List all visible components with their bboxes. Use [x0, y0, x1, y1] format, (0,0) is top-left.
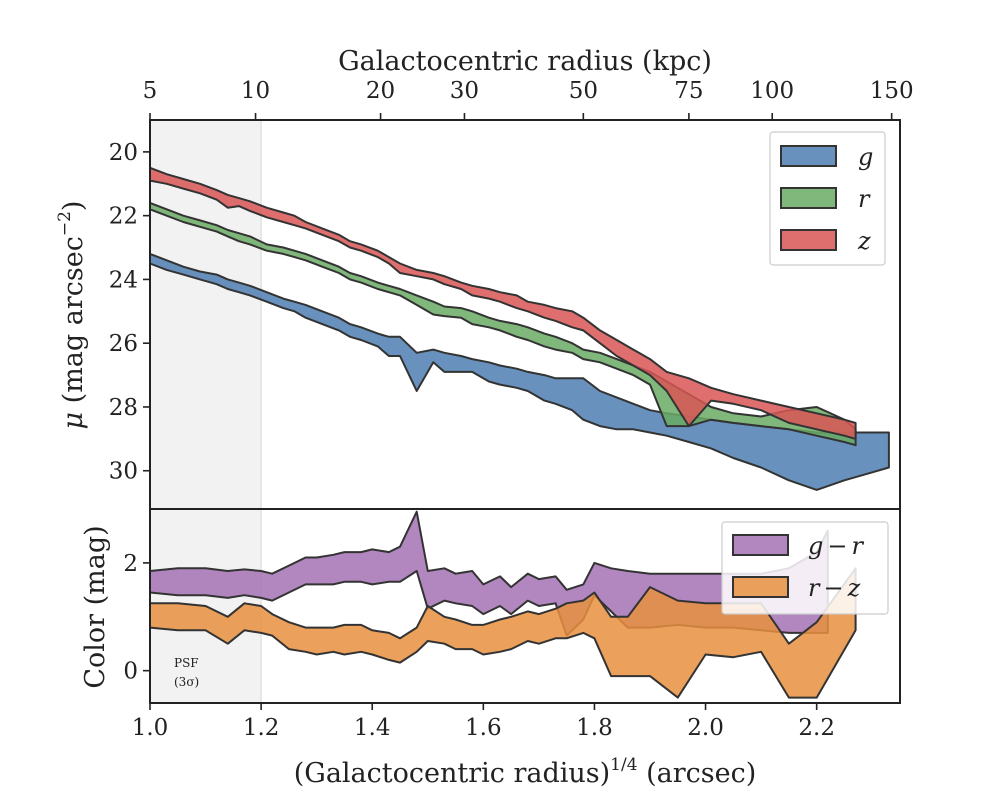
legend-swatch-r-minus-z	[732, 576, 789, 598]
top-x-tick-label: 5	[143, 78, 158, 104]
top-y-tick-label: 24	[109, 267, 138, 293]
top-y-tick-label: 22	[109, 204, 138, 230]
top-x-axis-title: Galactocentric radius (kpc)	[338, 46, 712, 77]
bottom-x-tick-label: 1.0	[132, 715, 169, 741]
top-y-axis-title-exponent: −2	[55, 211, 75, 236]
bottom-y-axis: 02	[123, 551, 150, 685]
bottom-x-axis-title: (Galactocentric radius)1/4 (arcsec)	[294, 755, 757, 789]
top-y-axis-title-symbol: μ	[58, 412, 89, 430]
top-x-tick-label: 100	[750, 78, 794, 104]
legend-label-z: z	[857, 227, 871, 255]
color-legend: g − r r − z	[721, 521, 889, 615]
top-y-tick-label: 26	[109, 331, 138, 357]
bottom-x-axis-title-units: (arcsec)	[638, 758, 757, 789]
legend-label-g-minus-r-second: r	[851, 532, 864, 560]
top-x-axis: 5 10 20 30 50 75 100 150	[143, 78, 914, 120]
top-x-tick-label: 10	[241, 78, 270, 104]
top-y-tick-label: 28	[109, 395, 138, 421]
legend-swatch-z	[780, 229, 837, 251]
legend-swatch-g-minus-r	[732, 534, 789, 556]
top-y-tick-label: 20	[109, 140, 138, 166]
bottom-x-tick-label: 2.0	[687, 715, 724, 741]
top-x-tick-label: 50	[569, 78, 598, 104]
legend-label-g-minus-r: g − r	[808, 532, 864, 560]
bottom-x-tick-label: 1.4	[354, 715, 391, 741]
bottom-y-tick-label: 0	[123, 659, 138, 685]
legend-swatch-g	[780, 145, 837, 167]
top-x-tick-label: 20	[366, 78, 395, 104]
legend-label-r-minus-z-first: r	[808, 574, 821, 602]
legend-label-g: g	[858, 143, 873, 171]
surface-brightness-legend: g r z	[769, 131, 886, 266]
top-y-axis-title: μ (mag arcsec−2)	[55, 201, 89, 430]
legend-label-r: r	[858, 185, 871, 213]
psf-label: PSF	[174, 656, 199, 670]
legend-label-r-minus-z-operator: −	[823, 574, 843, 602]
top-y-tick-label: 30	[109, 459, 138, 485]
bottom-x-tick-label: 1.8	[576, 715, 613, 741]
top-x-tick-label: 30	[450, 78, 479, 104]
bottom-y-tick-label: 2	[123, 551, 138, 577]
bottom-panel-frame	[149, 508, 901, 704]
legend-label-g-minus-r-operator: −	[827, 532, 847, 560]
band-g	[149, 252, 890, 491]
bottom-x-axis-title-base: (Galactocentric radius)	[294, 758, 610, 789]
top-y-axis: 20 22 24 26 28 30	[109, 140, 150, 485]
psf-sublabel: (3σ)	[174, 675, 199, 689]
legend-label-r-minus-z: r − z	[808, 574, 861, 602]
band-r-minus-z	[149, 567, 857, 699]
top-x-tick-label: 150	[870, 78, 914, 104]
top-y-axis-title-close: )	[58, 201, 89, 212]
bottom-y-axis-title: Color (mag)	[80, 525, 111, 688]
bottom-x-axis: 1.0 1.2 1.4 1.6 1.8 2.0 2.2	[132, 703, 835, 741]
band-r	[149, 201, 857, 447]
legend-label-g-minus-r-first: g	[808, 532, 823, 560]
bottom-x-tick-label: 2.2	[798, 715, 835, 741]
bottom-x-axis-title-exponent: 1/4	[610, 755, 637, 775]
top-y-axis-title-text: (mag arcsec	[58, 236, 89, 412]
color-bands	[149, 510, 857, 699]
legend-swatch-r	[780, 187, 837, 209]
band-z	[149, 166, 857, 440]
bottom-x-tick-label: 1.6	[465, 715, 502, 741]
top-x-tick-label: 75	[674, 78, 703, 104]
legend-label-r-minus-z-second: z	[847, 574, 861, 602]
surface-brightness-bands	[149, 166, 890, 491]
bottom-x-tick-label: 1.2	[243, 715, 280, 741]
